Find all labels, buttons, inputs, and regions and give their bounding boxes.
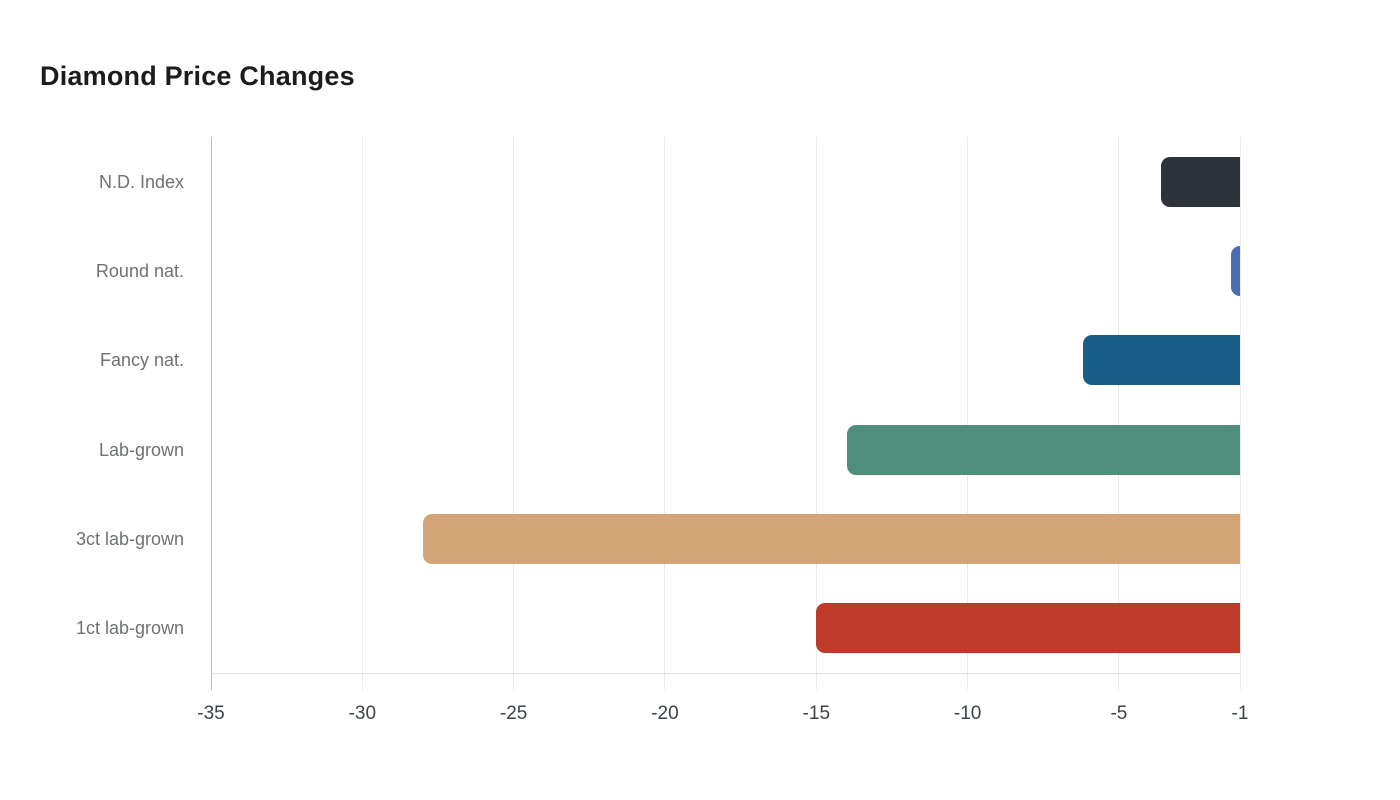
bar-lab-grown[interactable] — [846, 424, 1240, 475]
bar-fancy-nat[interactable] — [1082, 335, 1240, 386]
x-tick-label: -5 — [1110, 703, 1128, 724]
bar-round-nat[interactable] — [1230, 246, 1240, 296]
x-tick-label: -35 — [197, 703, 225, 724]
y-axis-label-fancy-nat: Fancy nat. — [99, 350, 184, 371]
bar-3ct-lab-grown[interactable] — [422, 514, 1240, 564]
y-axis-label-1ct-lab-grown: 1ct lab-grown — [75, 618, 184, 639]
y-axis-line — [210, 137, 212, 690]
y-axis-label-n-d-index: N.D. Index — [98, 171, 184, 192]
gridline — [361, 137, 363, 690]
chart-title: Diamond Price Changes — [40, 61, 355, 91]
plot-area: -35 -30 -25 -20 -15 -10 -5 -1 — [197, 137, 1248, 724]
gridline — [815, 137, 817, 690]
gridline — [1239, 137, 1241, 690]
x-tick-label: -10 — [953, 703, 982, 724]
x-tick-label: -15 — [802, 703, 831, 724]
y-axis-label-lab-grown: Lab-grown — [98, 439, 184, 460]
bar-1ct-lab-grown[interactable] — [816, 603, 1240, 654]
x-tick-label: -25 — [499, 703, 528, 724]
gridline — [967, 137, 969, 690]
gridline — [1118, 137, 1120, 690]
x-axis-line — [211, 673, 1240, 674]
x-tick-label: -30 — [348, 703, 377, 724]
bar-n-d-index[interactable] — [1161, 156, 1240, 207]
x-tick-label: -1 — [1231, 703, 1249, 724]
y-axis-label-round-nat: Round nat. — [95, 261, 184, 281]
gridline — [513, 137, 515, 690]
x-tick-label: -20 — [651, 703, 679, 724]
y-axis-label-3ct-lab-grown: 3ct lab-grown — [75, 529, 184, 549]
gridline — [664, 137, 666, 690]
